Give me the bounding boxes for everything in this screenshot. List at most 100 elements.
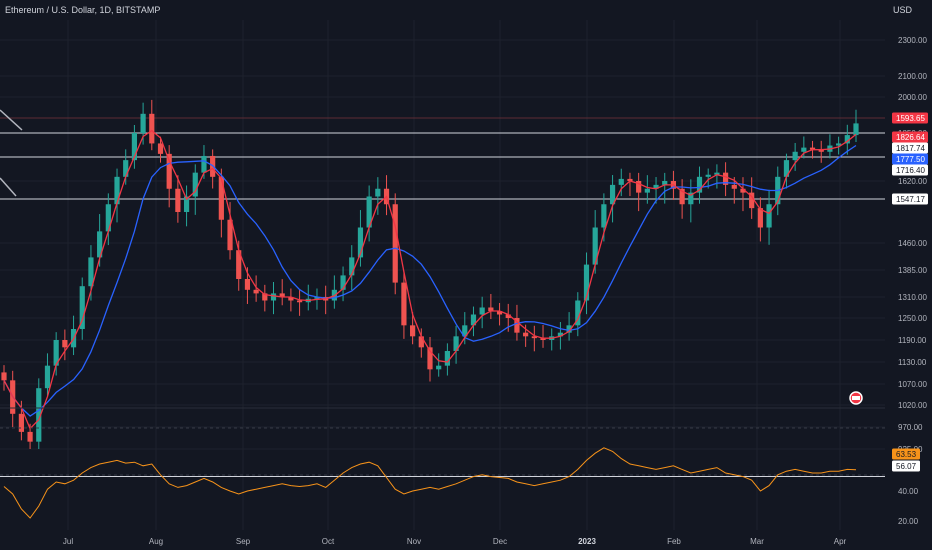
price-tag-value: 1817.74 [896, 144, 925, 153]
candle-body [662, 181, 668, 185]
candle-body [436, 365, 442, 370]
candle-body [340, 275, 346, 290]
candle-body [131, 133, 138, 161]
candle-body [531, 336, 537, 339]
candle-body [523, 332, 529, 337]
price-tag-value: 1593.65 [896, 114, 925, 123]
price-axis-label: 1070.00 [898, 380, 927, 389]
price-tag [892, 153, 928, 165]
candle-body [166, 153, 172, 189]
price-axis-label: 1460.00 [898, 239, 927, 248]
alert-icon[interactable] [849, 391, 863, 405]
candle-body [27, 431, 33, 442]
candle-body [488, 307, 494, 311]
time-axis-label: Jul [63, 537, 73, 546]
price-axis-label: 1385.00 [898, 266, 927, 275]
price-axis-label: 2100.00 [898, 72, 927, 81]
price-axis-label: 1190.00 [898, 336, 927, 345]
grid-lines [0, 20, 885, 530]
candle-body [740, 188, 746, 193]
price-axis-label: 1620.00 [898, 177, 927, 186]
candle-body [192, 172, 198, 197]
time-axis-label: Sep [236, 537, 251, 546]
time-axis[interactable]: Jul Aug Sep Oct Nov Dec 2023 Feb Mar Apr [63, 537, 847, 546]
candle-body [479, 307, 485, 315]
candle-body [149, 113, 155, 144]
fast-moving-average-line [3, 129, 857, 430]
candle-body [401, 282, 407, 326]
candle-body [792, 151, 798, 161]
price-axis[interactable]: 2300.002100.002000.001850.001620.001460.… [898, 36, 927, 454]
candle-body [766, 204, 772, 228]
price-axis-label: 2300.00 [898, 36, 927, 45]
price-axis-label: 970.00 [898, 423, 923, 432]
price-tag [892, 193, 928, 205]
candle-body [801, 147, 807, 152]
candle-body [270, 293, 277, 301]
candle-body [705, 174, 711, 177]
price-tag [892, 112, 928, 124]
candle-body [53, 340, 59, 366]
price-tag [892, 131, 928, 143]
slow-moving-average-line [3, 144, 857, 417]
candle-body [427, 347, 433, 370]
candle-body [296, 300, 303, 303]
candle-body [97, 231, 103, 258]
time-axis-label: Dec [493, 537, 507, 546]
price-tag [892, 164, 928, 176]
candle-body [540, 338, 546, 340]
candle-body [253, 289, 259, 294]
candle-body [636, 181, 642, 193]
candle-body [618, 178, 624, 185]
price-axis-label: 1250.00 [898, 314, 927, 323]
candle-body [749, 192, 755, 209]
candle-body [410, 325, 416, 337]
candle-body [1, 372, 7, 381]
candle-body [714, 172, 720, 175]
candle-body [566, 325, 572, 333]
trend-line [0, 177, 17, 197]
candle-body [314, 297, 320, 299]
time-axis-label: Aug [149, 537, 163, 546]
candle-body [18, 413, 24, 432]
time-axis-label: Oct [322, 537, 335, 546]
oscillator-axis-label: 20.00 [898, 517, 919, 526]
candle-body [470, 314, 477, 326]
candle-body [140, 113, 146, 133]
candle-body [696, 176, 703, 193]
symbol-title[interactable]: Ethereum / U.S. Dollar, 1D, BITSTAMP [5, 5, 161, 15]
candle-body [123, 160, 129, 177]
candle-body [262, 293, 268, 301]
candle-body [818, 149, 824, 152]
candle-body [218, 176, 224, 220]
candle-body [105, 204, 111, 232]
candle-body [366, 196, 372, 228]
candle-body [392, 204, 398, 283]
oscillator-grid [0, 407, 885, 478]
price-axis-label: 2000.00 [898, 93, 927, 102]
oscillator-tag [892, 448, 920, 460]
price-axis-label: 1310.00 [898, 293, 927, 302]
candle-body [653, 184, 659, 189]
time-axis-label: Nov [407, 537, 421, 546]
candle-body [557, 332, 564, 337]
oscillator-tag-value: 56.07 [896, 462, 917, 471]
candle-body [36, 388, 42, 442]
price-tag-value: 1716.40 [896, 166, 925, 175]
time-axis-label: Apr [834, 537, 847, 546]
candle-body [783, 160, 790, 177]
candle-body [462, 325, 468, 337]
candle-body [809, 147, 816, 150]
price-axis-label: 1130.00 [898, 358, 927, 367]
price-tag-value: 1777.50 [896, 155, 925, 164]
time-axis-label: Feb [667, 537, 681, 546]
candle-body [244, 279, 251, 290]
candle-body [418, 336, 424, 348]
candle-body [157, 143, 164, 154]
candlestick-series [1, 99, 859, 449]
oscillator-tag [892, 460, 920, 472]
candle-body [627, 178, 633, 181]
candle-body [288, 297, 294, 301]
oscillator-axis-label: 40.00 [898, 487, 919, 496]
